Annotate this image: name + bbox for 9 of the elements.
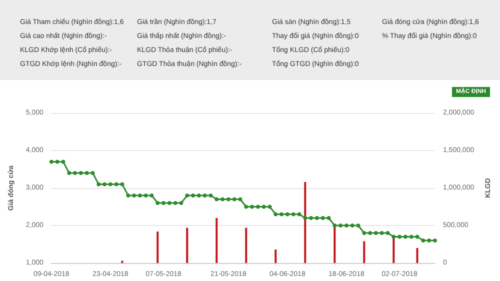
bar — [156, 232, 159, 263]
bar — [245, 228, 248, 263]
bar — [216, 218, 218, 263]
bar — [416, 248, 418, 263]
bar — [186, 228, 188, 263]
bar — [392, 236, 395, 263]
bar — [363, 241, 366, 263]
bar — [274, 250, 277, 263]
bar — [304, 182, 306, 263]
